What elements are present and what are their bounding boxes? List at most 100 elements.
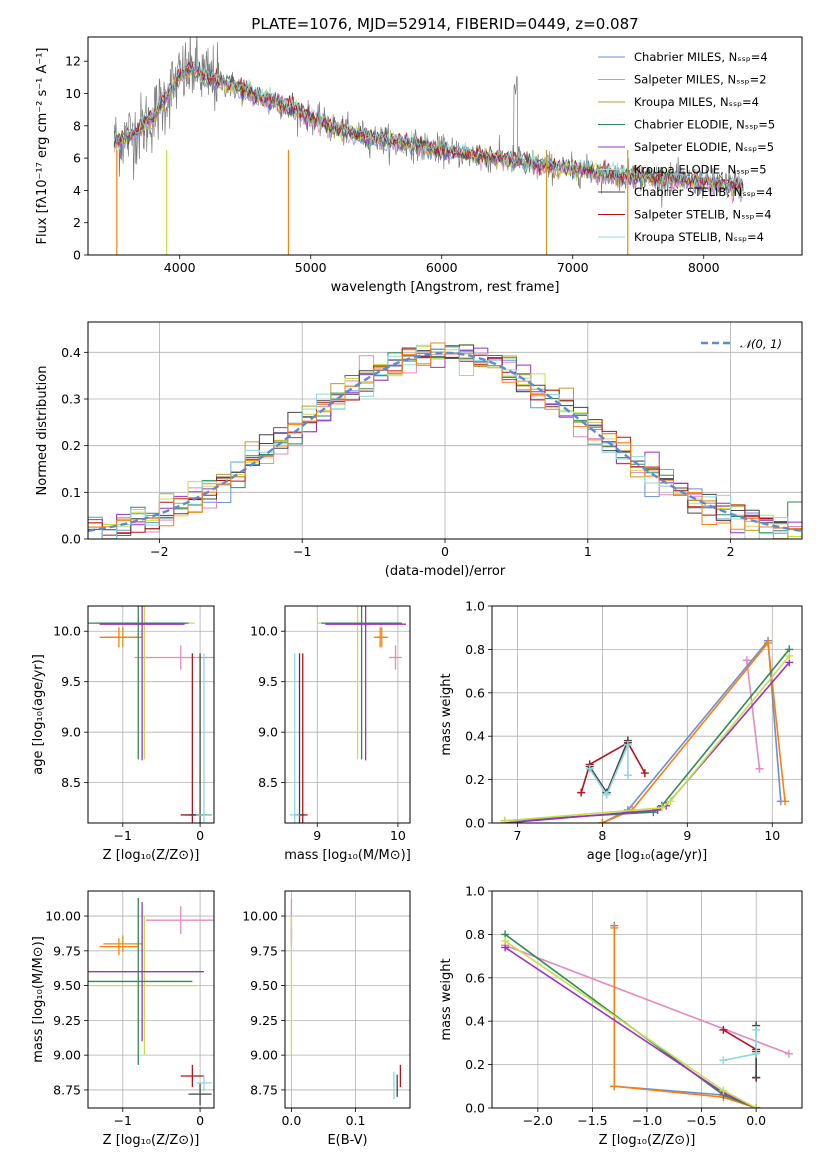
axes-frame	[491, 890, 803, 1109]
data-point	[389, 645, 402, 670]
data-point	[289, 653, 300, 823]
plot-area	[500, 636, 794, 823]
chart-mass-vs-EBV: 0.0 0.1 8.75 9.00 9.25 9.50 9.75 10.00 E(B-V)	[242, 890, 411, 1148]
y-axis-label: age [log₁₀(age/yr)]	[31, 654, 46, 775]
x-tick-label: −1	[114, 1113, 132, 1128]
data-point	[180, 1064, 204, 1088]
plot-area	[88, 897, 214, 1106]
y-axis-label: Normed distribution	[35, 366, 50, 496]
legend-entry: Kroupa STELIB, Nₛₛₚ=4	[634, 230, 764, 244]
x-tick-label: 7000	[557, 260, 589, 275]
x-axis-label: Z [log₁₀(Z/Z⊙)]	[103, 1133, 200, 1148]
chart-massweight-vs-age: 7 8 9 10 0.0 0.2 0.4 0.6 0.8 1.0 age [log₁₀(age/yr…	[439, 599, 803, 863]
axes-frame	[284, 605, 411, 824]
y-tick-label: 9.25	[250, 1013, 278, 1028]
weight-marker	[501, 936, 510, 945]
x-tick-label: 4000	[164, 260, 196, 275]
x-tick-label: 0.0	[746, 1113, 766, 1128]
chart-massweight-vs-Z: −2.0 −1.5 −1.0 −0.5 0.0 0.0 0.2 0.4 0.6 0.8 1.0 Z […	[439, 884, 803, 1148]
y-tick-label: 9.50	[53, 978, 81, 993]
plot-area	[290, 899, 402, 1100]
plot-area	[501, 921, 793, 1108]
weight-series	[722, 1029, 757, 1078]
x-tick-label: 5000	[295, 260, 327, 275]
data-point	[325, 606, 406, 761]
y-tick-label: 1.0	[465, 599, 485, 614]
x-tick-label: 6000	[426, 260, 458, 275]
legend-entry: Kroupa ELODIE, Nₛₛₚ=5	[634, 163, 767, 177]
weight-marker	[653, 805, 662, 814]
legend-entry: Salpeter ELODIE, Nₛₛₚ=5	[634, 140, 774, 154]
model-spectrum	[113, 59, 744, 192]
legend-entry: Chabrier STELIB, Nₛₛₚ=4	[634, 185, 773, 199]
x-tick-label: 7	[514, 828, 522, 843]
weight-series	[504, 944, 790, 1055]
weight-marker	[500, 816, 509, 823]
weight-series	[613, 925, 757, 1108]
legend: 𝒩(0, 1)	[701, 337, 782, 351]
chart-age-vs-Z: −1 0 8.5 9.0 9.5 10.0 Z [log₁₀(Z/Z⊙)] age [log₁…	[31, 605, 215, 863]
data-point	[88, 897, 193, 1065]
y-tick-label: 0.2	[465, 772, 485, 787]
y-tick-label: 1.0	[465, 884, 485, 899]
y-tick-label: 0.0	[465, 816, 485, 831]
chart-residuals: −2 −1 0 1 2 0.0 0.1 0.2 0.3 0.4 (data-model)/error…	[35, 321, 803, 579]
weight-marker	[752, 1049, 761, 1058]
weight-marker	[719, 1086, 728, 1095]
legend-entry: Kroupa MILES, Nₛₛₚ=4	[634, 95, 759, 109]
model-spectrum	[113, 64, 744, 195]
y-tick-label: 0.4	[465, 1014, 485, 1029]
y-tick-label: 9.5	[61, 674, 81, 689]
weight-marker	[752, 1104, 761, 1108]
y-tick-label: 9.0	[258, 725, 278, 740]
y-tick-label: 2	[73, 215, 81, 230]
weight-marker	[649, 808, 658, 817]
y-tick-label: 10.0	[53, 624, 81, 639]
y-tick-label: 6	[73, 151, 81, 166]
data-point	[99, 627, 139, 648]
data-point	[99, 938, 139, 955]
data-point	[196, 653, 212, 823]
weight-marker	[719, 1056, 728, 1065]
weight-series	[746, 660, 761, 769]
chart-title: PLATE=1076, MJD=52914, FIBERID=0449, z=0…	[251, 15, 638, 33]
weight-marker	[577, 788, 586, 797]
x-tick-label: 2	[727, 544, 735, 559]
y-tick-label: 0.0	[465, 1101, 485, 1116]
y-tick-label: 9.5	[258, 674, 278, 689]
x-tick-label: 10	[764, 828, 780, 843]
weight-series	[580, 741, 646, 793]
x-tick-label: 0	[196, 1113, 204, 1128]
x-tick-label: 10	[390, 828, 406, 843]
plot-area	[289, 606, 406, 823]
data-point	[321, 606, 402, 760]
x-axis-label: Z [log₁₀(Z/Z⊙)]	[103, 848, 200, 863]
axes-frame	[87, 321, 803, 540]
y-tick-label: 12	[65, 54, 81, 69]
weight-series	[613, 927, 757, 1108]
weight-marker	[742, 656, 751, 665]
y-tick-label: 0	[73, 248, 81, 263]
x-tick-label: −2	[150, 544, 168, 559]
y-tick-label: 4	[73, 183, 81, 198]
data-point	[145, 906, 214, 935]
y-tick-label: 0.8	[465, 642, 485, 657]
y-tick-label: 10.00	[45, 909, 81, 924]
y-tick-label: 9.00	[53, 1048, 81, 1063]
weight-marker	[623, 740, 632, 749]
legend: Chabrier MILES, Nₛₛₚ=4 Salpeter MILES, Nₛ…	[598, 50, 775, 244]
y-tick-label: 0.2	[465, 1057, 485, 1072]
y-tick-label: 0.2	[61, 438, 81, 453]
y-tick-label: 0.3	[61, 392, 81, 407]
y-tick-label: 10.00	[242, 909, 278, 924]
legend-entry: Salpeter STELIB, Nₛₛₚ=4	[634, 208, 772, 222]
y-axis-label: mass [log₁₀(M/M⊙)]	[31, 936, 46, 1063]
weight-marker	[785, 651, 794, 660]
axes-frame	[87, 605, 215, 824]
plot-area	[88, 342, 802, 539]
weight-series	[602, 638, 782, 823]
x-tick-label: 8	[598, 828, 606, 843]
data-point	[99, 606, 185, 761]
weight-marker	[640, 769, 649, 778]
weight-marker	[598, 819, 607, 823]
